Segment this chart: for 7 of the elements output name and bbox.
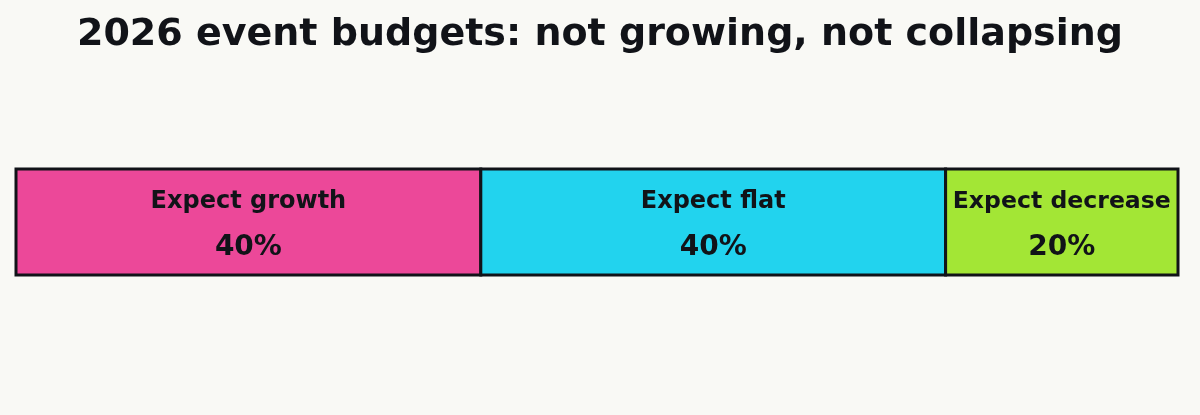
chart-title: 2026 event budgets: not growing, not collapsing — [76, 9, 1124, 54]
series-label: Expect flat — [640, 186, 786, 214]
series-label: Expect growth — [150, 186, 347, 214]
series-label: Expect decrease — [952, 185, 1171, 214]
data-label: 20% — [1028, 229, 1096, 262]
data-label: 40% — [679, 229, 747, 262]
data-label: 40% — [214, 229, 282, 262]
